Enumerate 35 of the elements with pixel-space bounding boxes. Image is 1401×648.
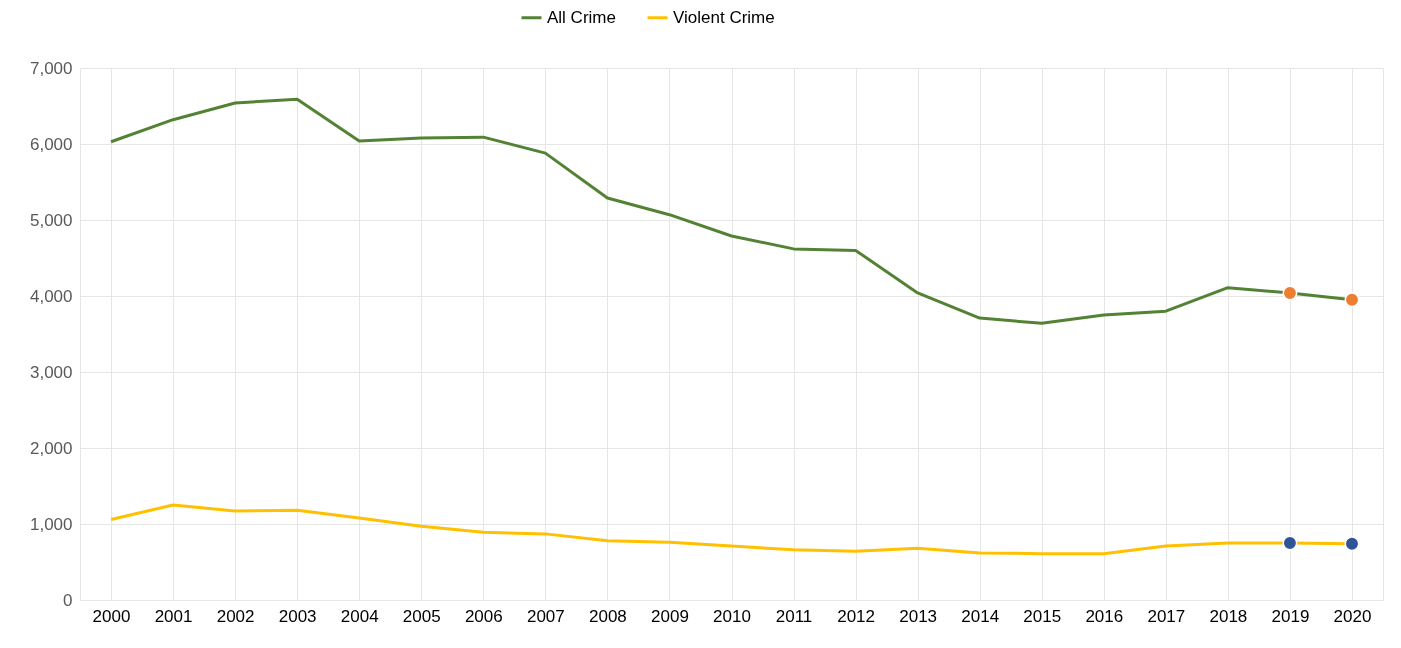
x-tick-label: 2008 xyxy=(588,606,627,626)
x-tick-label: 2010 xyxy=(713,606,751,626)
point xyxy=(1344,536,1360,552)
x-tick-label: 2007 xyxy=(526,606,565,626)
x-tick-label: 2004 xyxy=(340,606,379,626)
x-tick-label: 2020 xyxy=(1333,606,1372,626)
x-tick-label: 2002 xyxy=(216,606,255,626)
x-tick-label: 2015 xyxy=(1023,606,1062,626)
point xyxy=(1282,285,1298,301)
y-tick-label: 7,000 xyxy=(29,58,73,78)
y-tick-label: 2,000 xyxy=(29,438,73,458)
x-tick-label: 2005 xyxy=(402,606,441,626)
y-tick-label: 1,000 xyxy=(29,514,73,534)
x-tick-label: 2011 xyxy=(775,606,813,626)
x-tick-label: 2016 xyxy=(1085,606,1124,626)
x-tick-label: 2018 xyxy=(1209,606,1248,626)
y-tick-label: 4,000 xyxy=(29,286,73,306)
y-tick-label: 6,000 xyxy=(29,134,73,154)
x-tick-label: 2019 xyxy=(1271,606,1310,626)
x-tick-label: 2017 xyxy=(1147,606,1186,626)
x-tick-label: 2013 xyxy=(899,606,938,626)
point xyxy=(1344,292,1360,308)
x-tick-label: 2003 xyxy=(278,606,317,626)
y-tick-label: 0 xyxy=(63,590,73,610)
y-tick-label: 5,000 xyxy=(29,210,73,230)
x-tick-label: 2001 xyxy=(154,606,193,626)
x-tick-label: 2000 xyxy=(92,606,131,626)
x-tick-label: 2006 xyxy=(464,606,503,626)
y-tick-label: 3,000 xyxy=(29,362,73,382)
x-tick-label: 2012 xyxy=(837,606,876,626)
x-tick-label: 2014 xyxy=(961,606,1000,626)
legend-label: All Crime xyxy=(547,7,616,27)
legend-label: Violent Crime xyxy=(673,7,775,27)
x-tick-label: 2009 xyxy=(651,606,689,626)
point xyxy=(1282,535,1298,551)
